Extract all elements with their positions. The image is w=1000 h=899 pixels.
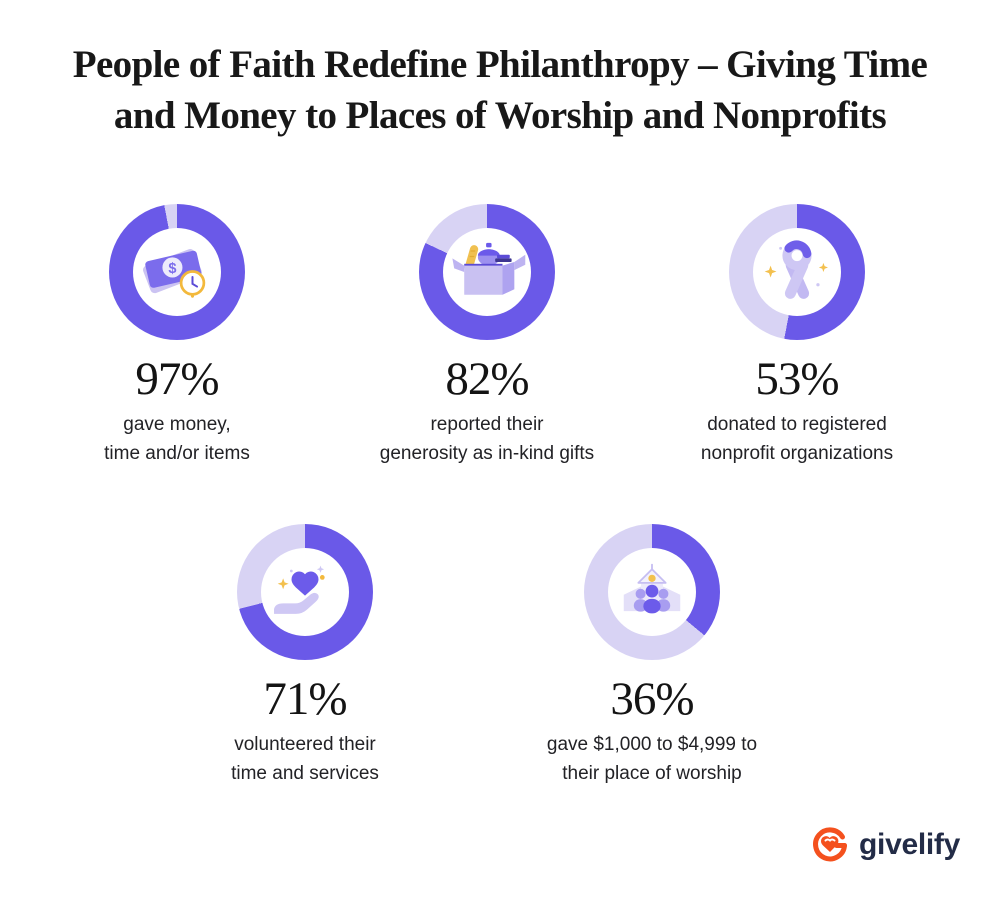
donut-hole [753, 228, 841, 316]
stat-card-in-kind-gifts: 82% reported their generosity as in-kind… [337, 204, 637, 468]
givelify-logo-mark [813, 827, 848, 862]
donut-hole [261, 548, 349, 636]
stat-percent: 71% [263, 673, 347, 725]
stat-desc-line: generosity as in-kind gifts [379, 442, 595, 464]
stat-card-gave-money-time-items: $ 97% gave money, time and/or items [27, 204, 327, 468]
donut-chart-71 [237, 524, 373, 660]
stat-desc-line: time and/or items [104, 442, 250, 464]
stat-desc-line: donated to registered [707, 414, 887, 435]
stat-desc-line: time and services [231, 762, 379, 784]
stat-desc-line: nonprofit organizations [700, 442, 894, 464]
stat-description: donated to registered nonprofit organiza… [701, 411, 893, 468]
page-title-line2: and Money to Places of Worship and Nonpr… [113, 93, 887, 137]
svg-text:$: $ [168, 261, 176, 277]
stat-description: gave money, time and/or items [104, 411, 250, 468]
page-title: People of Faith Redefine Philanthropy – … [0, 40, 1000, 141]
stat-percent: 53% [755, 353, 839, 405]
stat-card-nonprofit-donations: 53% donated to registered nonprofit orga… [647, 204, 947, 468]
stat-description: volunteered their time and services [231, 731, 379, 788]
stat-percent: 97% [135, 353, 219, 405]
stat-percent: 36% [610, 673, 694, 725]
stat-percent: 82% [445, 353, 529, 405]
stat-description: reported their generosity as in-kind gif… [380, 411, 594, 468]
page-title-line1: People of Faith Redefine Philanthropy – … [72, 43, 928, 86]
money-and-clock-icon: $ [143, 249, 206, 298]
stat-desc-line: gave $1,000 to $4,999 to [546, 734, 758, 755]
donut-chart-36 [584, 524, 720, 660]
church-congregation-icon [623, 563, 681, 614]
givelify-wordmark: givelify [859, 828, 960, 861]
stat-card-volunteered: 71% volunteered their time and services [155, 524, 455, 788]
heart-in-hand-icon [274, 565, 325, 614]
donut-chart-97: $ [109, 204, 245, 340]
donation-box-icon [452, 242, 526, 295]
stat-desc-line: volunteered their [234, 734, 376, 755]
stat-desc-line: reported their [430, 414, 544, 435]
stat-card-worship-giving: 36% gave $1,000 to $4,999 to their place… [502, 524, 802, 788]
givelify-logo: givelify [809, 824, 960, 866]
donut-hole [443, 228, 531, 316]
donut-hole: $ [133, 228, 221, 316]
donut-chart-53 [729, 204, 865, 340]
donut-hole [608, 548, 696, 636]
donut-chart-82 [419, 204, 555, 340]
awareness-ribbon-icon [764, 240, 828, 299]
stat-description: gave $1,000 to $4,999 to their place of … [547, 731, 757, 788]
stat-desc-line: their place of worship [562, 762, 742, 784]
stat-desc-line: gave money, [123, 414, 231, 435]
